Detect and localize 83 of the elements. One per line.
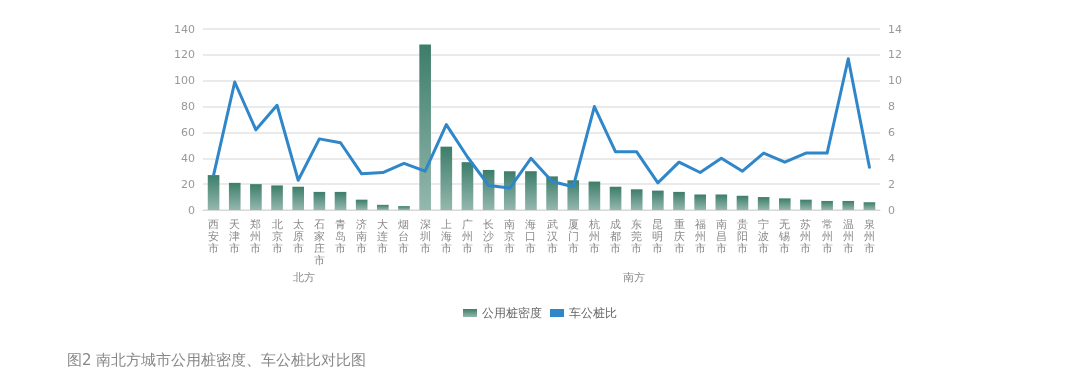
bar <box>440 146 453 210</box>
bar <box>821 200 833 210</box>
x-tick-label: 昆明市 <box>652 217 664 255</box>
x-tick-label: 泉州市 <box>863 217 875 255</box>
bar <box>842 200 855 210</box>
bar <box>694 194 706 210</box>
y2-tick-label: 4 <box>888 151 895 165</box>
y2-tick-label: 0 <box>888 203 895 217</box>
x-tick-label: 石家庄市 <box>313 217 325 267</box>
x-tick-label: 苏州市 <box>800 217 812 255</box>
y-tick-label: 20 <box>181 177 195 191</box>
x-tick-label: 深圳市 <box>418 217 431 255</box>
x-tick-label: 郑州市 <box>250 217 262 255</box>
x-tick-label: 贵阳市 <box>736 217 748 255</box>
legend-label: 公用桩密度 <box>482 306 542 320</box>
x-tick-label: 天津市 <box>229 217 241 255</box>
bar <box>588 181 601 210</box>
x-tick-label: 广州市 <box>461 217 473 255</box>
x-tick-label: 成都市 <box>610 217 622 255</box>
y-tick-label: 120 <box>174 48 195 62</box>
y-tick-label: 100 <box>174 74 195 88</box>
x-tick-label: 常州市 <box>821 217 833 255</box>
text: 图2 南北方城市公用桩密度、车公桩比对比图 <box>67 350 367 369</box>
x-tick-label: 温州市 <box>842 217 854 255</box>
x-tick-label: 上海市 <box>440 217 452 255</box>
bar <box>757 197 770 210</box>
x-tick-label: 杭州市 <box>587 217 600 255</box>
y2-tick-label: 8 <box>888 100 895 114</box>
bar <box>652 190 664 210</box>
y2-tick-label: 6 <box>888 125 895 139</box>
bar <box>250 184 262 210</box>
bar <box>207 175 220 210</box>
x-tick-label: 东莞市 <box>631 217 643 255</box>
bar <box>377 204 389 210</box>
x-tick-label: 福州市 <box>694 217 706 255</box>
bar <box>673 191 685 210</box>
x-tick-label: 海口市 <box>525 217 537 255</box>
y-tick-label: 80 <box>181 100 195 114</box>
bar <box>271 185 283 210</box>
x-tick-label: 厦门市 <box>567 217 579 255</box>
x-tick-label: 青岛市 <box>335 217 347 255</box>
line-series <box>212 57 871 190</box>
legend-label: 车公桩比 <box>569 306 617 320</box>
x-tick-label: 武汉市 <box>546 217 558 255</box>
x-tick-label: 无锡市 <box>778 217 791 255</box>
x-tick-label: 太原市 <box>292 217 304 255</box>
bar <box>398 206 410 210</box>
bar <box>419 44 431 210</box>
x-tick-label: 南昌市 <box>715 217 727 255</box>
bar <box>715 194 728 210</box>
y-tick-label: 60 <box>181 125 195 139</box>
bar <box>355 199 368 210</box>
bar <box>736 195 749 210</box>
bar <box>778 198 791 210</box>
bar <box>292 186 305 210</box>
y-tick-label: 40 <box>181 151 195 165</box>
text: 南方 <box>623 271 645 284</box>
x-tick-label: 北京市 <box>271 217 283 255</box>
bar <box>863 202 876 210</box>
x-tick-label: 重庆市 <box>673 217 685 255</box>
x-tick-label: 宁波市 <box>758 217 770 255</box>
x-tick-label: 济南市 <box>356 217 368 255</box>
bar <box>800 199 812 210</box>
bar <box>525 171 537 210</box>
bar <box>630 189 643 210</box>
y2-tick-label: 10 <box>888 74 902 88</box>
bar <box>461 162 474 210</box>
x-tick-label: 西安市 <box>208 217 220 255</box>
bar <box>313 191 326 210</box>
y-tick-label: 140 <box>174 22 195 36</box>
bar <box>228 182 241 210</box>
bar <box>334 191 347 210</box>
y2-tick-label: 12 <box>888 48 902 62</box>
bar <box>546 176 558 210</box>
text: 北方 <box>293 271 315 284</box>
y2-tick-label: 14 <box>888 22 902 36</box>
x-tick-label: 烟台市 <box>398 217 410 255</box>
x-tick-label: 大连市 <box>377 217 389 255</box>
y2-tick-label: 2 <box>888 177 895 191</box>
x-tick-label: 南京市 <box>504 217 516 255</box>
bar <box>609 186 622 210</box>
y-tick-label: 0 <box>188 203 195 217</box>
x-tick-label: 长沙市 <box>483 217 495 255</box>
